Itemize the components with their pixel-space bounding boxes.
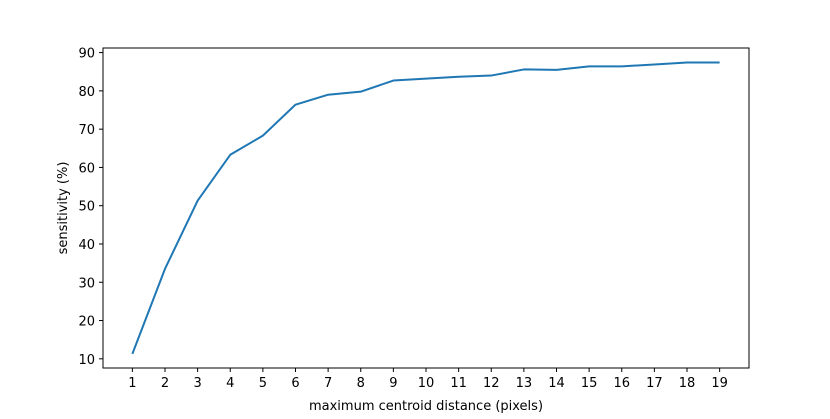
x-tick-label: 1 <box>128 376 136 391</box>
x-tick-label: 11 <box>450 376 467 391</box>
y-axis-label: sensitivity (%) <box>56 162 71 255</box>
x-tick-label: 6 <box>291 376 299 391</box>
x-tick-label: 7 <box>324 376 332 391</box>
x-axis-label: maximum centroid distance (pixels) <box>309 399 543 414</box>
x-tick-label: 8 <box>357 376 365 391</box>
y-tick-label: 80 <box>78 85 95 100</box>
x-tick-label: 5 <box>259 376 267 391</box>
x-tick-label: 14 <box>548 376 565 391</box>
plot-frame <box>102 47 750 369</box>
data-line <box>131 61 720 355</box>
x-tick-label: 9 <box>389 376 397 391</box>
y-tick-label: 90 <box>78 47 95 62</box>
x-tick-label: 3 <box>193 376 201 391</box>
y-tick-label: 30 <box>78 276 95 291</box>
x-tick-label: 10 <box>418 376 435 391</box>
x-tick-label: 12 <box>483 376 500 391</box>
x-tick-label: 15 <box>581 376 598 391</box>
y-tick-label: 20 <box>78 315 95 330</box>
x-tick-label: 16 <box>613 376 630 391</box>
x-tick-label: 4 <box>226 376 234 391</box>
y-tick-label: 40 <box>78 238 95 253</box>
y-tick-label: 60 <box>78 161 95 176</box>
x-tick-label: 19 <box>711 376 728 391</box>
x-tick-label: 18 <box>679 376 696 391</box>
x-tick-label: 2 <box>161 376 169 391</box>
y-tick-label: 10 <box>78 353 95 368</box>
x-tick-label: 17 <box>646 376 663 391</box>
x-tick-label: 13 <box>516 376 533 391</box>
y-tick-label: 70 <box>78 123 95 138</box>
y-tick-label: 50 <box>78 200 95 215</box>
